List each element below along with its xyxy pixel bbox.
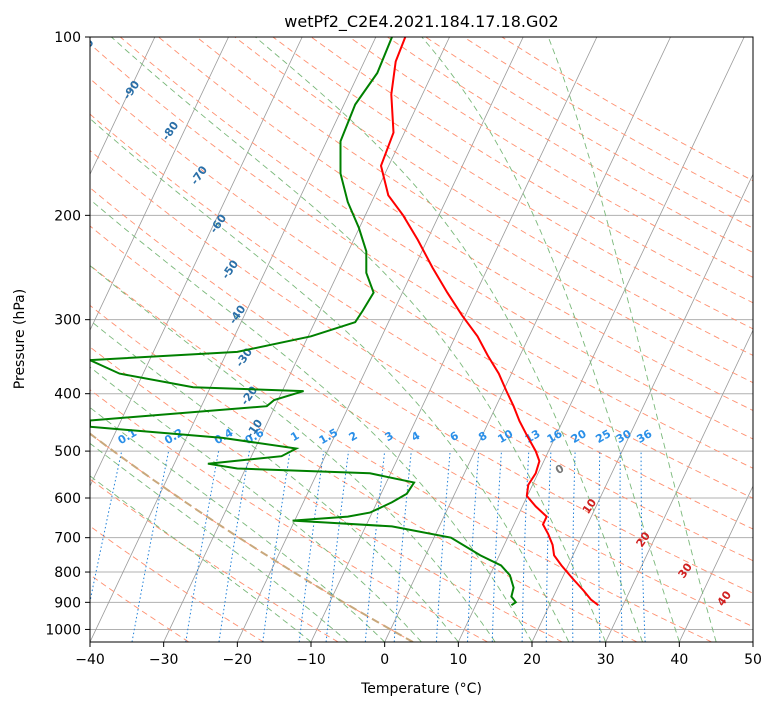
y-tick-label: 600	[54, 491, 81, 507]
x-tick-label: 40	[670, 652, 688, 668]
dry-adiabat-line	[272, 37, 753, 330]
moist-adiabat-line	[90, 319, 459, 642]
y-tick-label: 900	[54, 595, 81, 611]
dry-adiabat-line	[90, 304, 638, 642]
mixing-ratio-line	[325, 451, 349, 642]
y-tick-label: 800	[54, 565, 81, 581]
moist-adiabat-line	[90, 265, 496, 642]
isotherm-line	[90, 37, 156, 176]
moist-adiabat-line	[90, 406, 386, 642]
y-tick-label: 500	[54, 444, 81, 460]
dry-adiabat-line	[90, 264, 712, 642]
dry-adiabat-line	[90, 389, 488, 642]
isotherm-line	[90, 37, 229, 332]
x-tick-label: −30	[149, 652, 179, 668]
moist-adiabat-line	[90, 442, 349, 642]
y-tick-label: 200	[54, 208, 81, 224]
y-tick-label: 400	[54, 387, 81, 403]
x-tick-label: 30	[597, 652, 615, 668]
moist-adiabat-line	[255, 37, 643, 642]
y-tick-label: 300	[54, 313, 81, 329]
x-tick-label: −10	[296, 652, 326, 668]
dry-adiabat-line	[90, 78, 753, 499]
y-tick-label: 700	[54, 531, 81, 547]
dry-adiabat-line	[90, 225, 753, 628]
mixing-ratio-line	[218, 451, 250, 642]
x-axis-title: Temperature (°C)	[360, 681, 482, 697]
plot-frame	[89, 36, 754, 643]
dry-adiabat-line	[234, 37, 753, 356]
mixing-ratio-line	[364, 451, 386, 642]
y-axis-ticks: 100 200 300 400 500 600 700 800 900 1000	[45, 30, 90, 638]
isotherm-line	[531, 173, 753, 642]
isotherm-line	[163, 37, 450, 642]
moist-adiabat-line	[111, 37, 607, 642]
isotherm-line	[384, 37, 671, 642]
y-axis-title: Pressure (hPa)	[12, 289, 28, 389]
chart-title: wetPf2_C2E4.2021.184.17.18.G02	[284, 12, 558, 32]
dry-adiabat-line	[90, 43, 753, 469]
isotherm-line	[236, 37, 524, 642]
x-tick-label: −20	[223, 652, 253, 668]
isotherm-line	[457, 37, 745, 642]
moist-adiabat-line	[547, 37, 717, 642]
x-tick-label: 0	[380, 652, 389, 668]
dry-adiabat-line	[120, 37, 753, 440]
x-tick-label: 50	[744, 652, 762, 668]
dry-adiabat-lines	[90, 37, 753, 642]
moist-adiabat-line	[421, 37, 680, 642]
x-axis-ticks: −40 −30 −20 −10 0 10 20 30 40 50	[75, 642, 762, 668]
y-tick-label: 100	[54, 30, 81, 46]
y-tick-label: 1000	[45, 622, 81, 638]
isotherm-line	[90, 37, 303, 488]
moist-adiabat-line	[90, 198, 533, 642]
mixing-ratio-line	[262, 451, 291, 642]
dewpoint-profile-line	[90, 37, 518, 607]
mixing-ratio-line	[298, 451, 325, 642]
dry-adiabat-line	[90, 346, 563, 642]
dry-adiabat-line	[90, 187, 753, 594]
dry-adiabat-line	[90, 478, 339, 642]
isotherm-line	[605, 329, 753, 642]
moist-adiabat-lines	[90, 37, 717, 642]
dry-adiabat-line	[90, 574, 190, 642]
moist-adiabat-line	[90, 118, 570, 642]
x-tick-label: −40	[75, 652, 105, 668]
isotherm-line	[678, 485, 753, 642]
x-tick-label: 10	[449, 652, 467, 668]
isotherm-line	[90, 37, 377, 642]
profile-series	[90, 37, 599, 607]
x-tick-label: 20	[523, 652, 541, 668]
dry-adiabat-line	[196, 37, 753, 384]
temperature-profile-line	[379, 37, 599, 606]
moist-adiabat-line	[90, 366, 422, 642]
reference-adiabat-line	[90, 432, 414, 642]
